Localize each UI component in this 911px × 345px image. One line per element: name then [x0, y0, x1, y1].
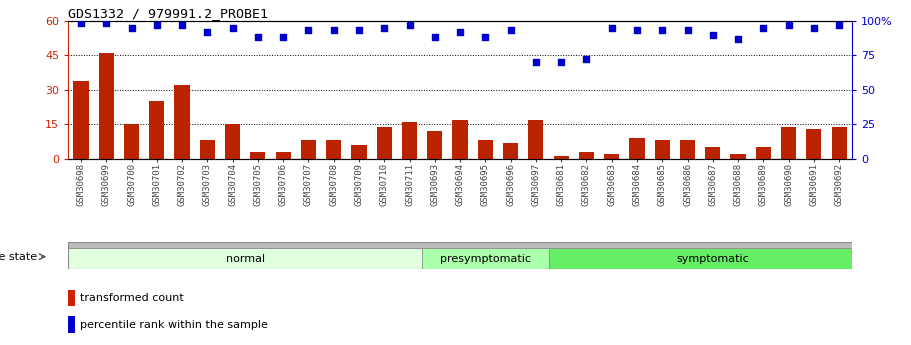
Bar: [427, 131, 443, 159]
Point: [326, 28, 341, 33]
Point: [225, 25, 240, 30]
Bar: [275, 152, 291, 159]
Bar: [149, 101, 164, 159]
Bar: [124, 124, 139, 159]
Bar: [554, 156, 568, 159]
Point: [200, 29, 215, 34]
Bar: [548, 248, 877, 269]
Point: [832, 22, 846, 28]
Point: [630, 28, 644, 33]
Bar: [301, 140, 316, 159]
Text: presymptomatic: presymptomatic: [440, 254, 531, 264]
Point: [74, 21, 88, 26]
Bar: [68, 316, 75, 333]
Point: [705, 32, 720, 37]
Point: [453, 29, 467, 34]
Bar: [477, 140, 493, 159]
Point: [124, 25, 138, 30]
Point: [377, 25, 392, 30]
Point: [731, 36, 745, 41]
Bar: [578, 152, 594, 159]
Point: [251, 34, 265, 40]
Bar: [376, 127, 392, 159]
Point: [352, 28, 366, 33]
Point: [579, 57, 594, 62]
Point: [782, 22, 796, 28]
Point: [302, 28, 316, 33]
Bar: [68, 248, 422, 269]
Bar: [655, 140, 670, 159]
Point: [503, 28, 517, 33]
Point: [276, 34, 291, 40]
Text: percentile rank within the sample: percentile rank within the sample: [80, 319, 268, 329]
Bar: [402, 122, 417, 159]
Bar: [326, 140, 342, 159]
Point: [756, 25, 771, 30]
Point: [806, 25, 821, 30]
Point: [403, 22, 417, 28]
Point: [427, 34, 442, 40]
Bar: [731, 154, 745, 159]
Bar: [705, 147, 721, 159]
Bar: [528, 120, 544, 159]
Bar: [422, 248, 548, 269]
Bar: [781, 127, 796, 159]
Bar: [806, 129, 822, 159]
Bar: [352, 145, 366, 159]
Point: [554, 59, 568, 65]
Point: [99, 21, 114, 26]
Text: normal: normal: [226, 254, 265, 264]
Bar: [74, 80, 88, 159]
Point: [681, 28, 695, 33]
Text: transformed count: transformed count: [80, 293, 183, 303]
Bar: [630, 138, 645, 159]
Text: symptomatic: symptomatic: [676, 254, 749, 264]
Bar: [175, 85, 189, 159]
Point: [655, 28, 670, 33]
Point: [604, 25, 619, 30]
Bar: [453, 120, 467, 159]
Text: disease state: disease state: [0, 252, 37, 262]
Bar: [68, 290, 75, 306]
Bar: [832, 127, 846, 159]
Bar: [68, 241, 852, 248]
Bar: [680, 140, 695, 159]
Point: [478, 34, 493, 40]
Point: [175, 22, 189, 28]
Bar: [251, 152, 265, 159]
Bar: [756, 147, 771, 159]
Bar: [200, 140, 215, 159]
Bar: [503, 142, 518, 159]
Text: GDS1332 / 979991.2_PROBE1: GDS1332 / 979991.2_PROBE1: [68, 7, 269, 20]
Bar: [225, 124, 241, 159]
Bar: [604, 154, 619, 159]
Point: [528, 59, 543, 65]
Bar: [98, 53, 114, 159]
Point: [149, 22, 164, 28]
